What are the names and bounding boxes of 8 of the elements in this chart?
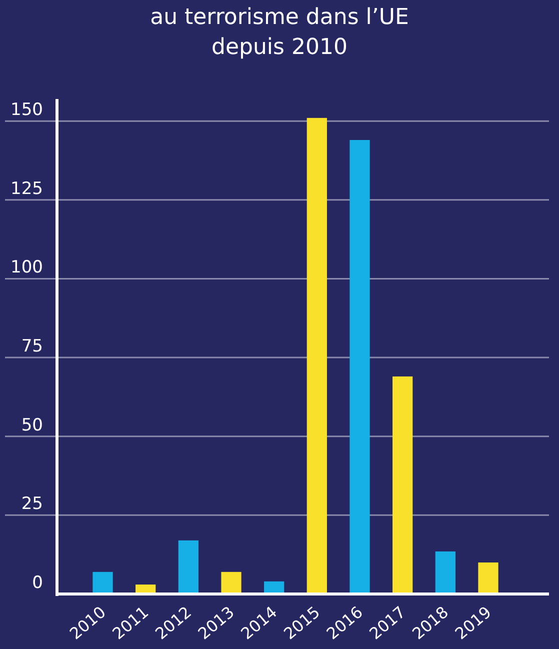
- y-tick-label: 150: [10, 100, 43, 120]
- chart-title: au terrorisme dans l’UE depuis 2010: [150, 5, 409, 60]
- y-tick-label: 0: [32, 573, 43, 593]
- y-tick-label: 25: [21, 494, 43, 514]
- y-tick-label: 100: [10, 258, 43, 278]
- y-tick-label: 125: [10, 178, 43, 199]
- y-tick-label: 75: [21, 336, 43, 357]
- y-tick-label: 50: [21, 415, 43, 436]
